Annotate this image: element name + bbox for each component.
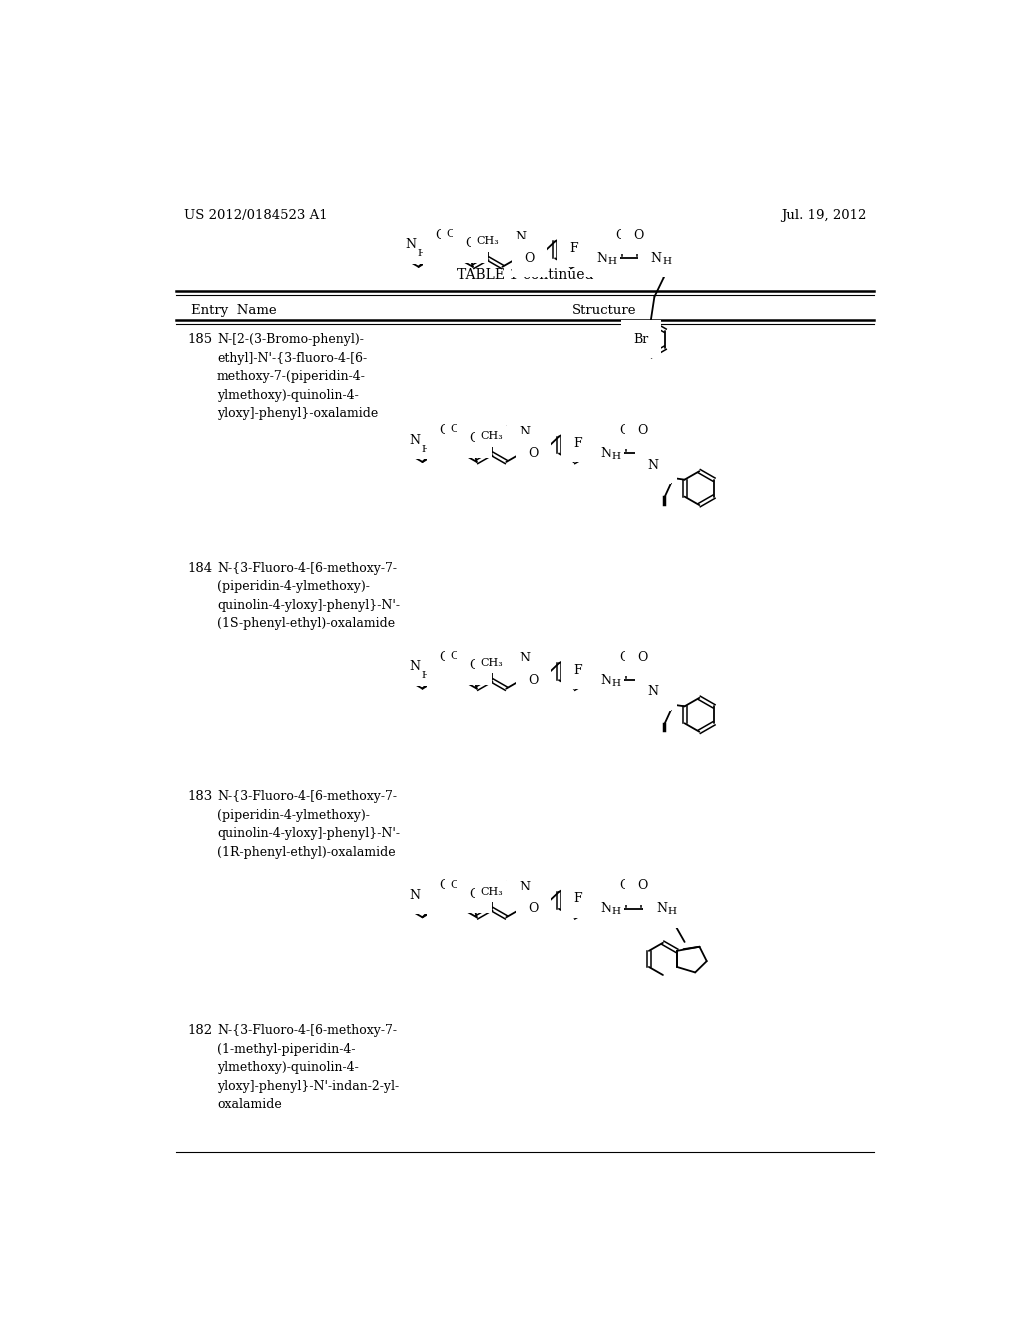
Text: H: H xyxy=(611,678,621,688)
Text: O: O xyxy=(638,424,648,437)
Text: O: O xyxy=(435,228,445,242)
Text: N: N xyxy=(515,231,526,244)
Text: H: H xyxy=(421,672,430,680)
Text: N: N xyxy=(650,252,662,265)
Text: CH₃: CH₃ xyxy=(480,657,504,668)
Text: O: O xyxy=(439,891,450,904)
Text: O: O xyxy=(618,424,630,437)
Text: O: O xyxy=(435,240,445,253)
Text: H: H xyxy=(608,257,616,265)
Text: F: F xyxy=(569,242,579,255)
Text: O: O xyxy=(439,879,450,892)
Text: 182: 182 xyxy=(187,1024,213,1038)
Text: TABLE 1-continued: TABLE 1-continued xyxy=(457,268,593,282)
Text: CH₃: CH₃ xyxy=(451,879,473,890)
Text: N: N xyxy=(647,685,658,698)
Text: N: N xyxy=(406,239,417,251)
Text: O: O xyxy=(634,228,644,242)
Text: O: O xyxy=(638,651,648,664)
Text: O: O xyxy=(524,252,535,265)
Text: N: N xyxy=(410,660,421,673)
Text: H: H xyxy=(655,689,666,700)
Text: N: N xyxy=(600,903,611,915)
Text: H: H xyxy=(655,462,666,473)
Text: N: N xyxy=(410,888,421,902)
Text: N: N xyxy=(596,252,607,265)
Text: 185: 185 xyxy=(187,333,213,346)
Text: N: N xyxy=(655,903,667,915)
Text: Structure: Structure xyxy=(572,304,636,317)
Text: O: O xyxy=(528,673,539,686)
Text: O: O xyxy=(618,879,630,892)
Text: CH₃: CH₃ xyxy=(451,651,473,661)
Text: N: N xyxy=(519,426,530,438)
Text: CH₃: CH₃ xyxy=(480,432,504,441)
Text: 183: 183 xyxy=(187,791,213,804)
Text: O: O xyxy=(618,651,630,664)
Text: CH₃: CH₃ xyxy=(480,887,504,896)
Text: N: N xyxy=(600,447,611,459)
Text: N-{3-Fluoro-4-[6-methoxy-7-
(piperidin-4-ylmethoxy)-
quinolin-4-yloxy]-phenyl}-N: N-{3-Fluoro-4-[6-methoxy-7- (piperidin-4… xyxy=(217,791,400,859)
Text: O: O xyxy=(469,659,479,672)
Text: O: O xyxy=(465,238,476,251)
Text: 47: 47 xyxy=(515,235,535,248)
Text: H: H xyxy=(611,451,621,461)
Text: O: O xyxy=(439,663,450,675)
Text: US 2012/0184523 A1: US 2012/0184523 A1 xyxy=(183,209,328,222)
Text: H: H xyxy=(668,907,677,916)
Text: Br: Br xyxy=(634,333,649,346)
Text: N: N xyxy=(519,882,530,894)
Text: H: H xyxy=(418,249,426,259)
Text: Jul. 19, 2012: Jul. 19, 2012 xyxy=(780,209,866,222)
Text: F: F xyxy=(573,892,582,906)
Text: O: O xyxy=(615,228,626,242)
Text: N-{3-Fluoro-4-[6-methoxy-7-
(piperidin-4-ylmethoxy)-
quinolin-4-yloxy]-phenyl}-N: N-{3-Fluoro-4-[6-methoxy-7- (piperidin-4… xyxy=(217,562,400,630)
Text: O: O xyxy=(439,651,450,664)
Text: O: O xyxy=(528,903,539,915)
Text: O: O xyxy=(439,436,450,449)
Text: H: H xyxy=(421,445,430,454)
Text: F: F xyxy=(573,437,582,450)
Text: 184: 184 xyxy=(187,562,213,574)
Text: CH₃: CH₃ xyxy=(451,424,473,434)
Text: F: F xyxy=(573,664,582,677)
Text: Entry  Name: Entry Name xyxy=(191,304,278,317)
Text: CH₃: CH₃ xyxy=(477,236,500,246)
Text: N: N xyxy=(647,458,658,471)
Text: O: O xyxy=(469,433,479,445)
Text: O: O xyxy=(439,424,450,437)
Text: N: N xyxy=(600,673,611,686)
Text: O: O xyxy=(638,879,648,892)
Text: O: O xyxy=(469,888,479,900)
Text: N: N xyxy=(519,652,530,665)
Text: N-[2-(3-Bromo-phenyl)-
ethyl]-N'-{3-fluoro-4-[6-
methoxy-7-(piperidin-4-
ylmetho: N-[2-(3-Bromo-phenyl)- ethyl]-N'-{3-fluo… xyxy=(217,333,378,420)
Text: H: H xyxy=(611,907,621,916)
Text: CH₃: CH₃ xyxy=(446,230,469,239)
Text: N-{3-Fluoro-4-[6-methoxy-7-
(1-methyl-piperidin-4-
ylmethoxy)-quinolin-4-
yloxy]: N-{3-Fluoro-4-[6-methoxy-7- (1-methyl-pi… xyxy=(217,1024,399,1111)
Text: N: N xyxy=(410,433,421,446)
Text: O: O xyxy=(528,447,539,459)
Text: H: H xyxy=(663,257,671,265)
